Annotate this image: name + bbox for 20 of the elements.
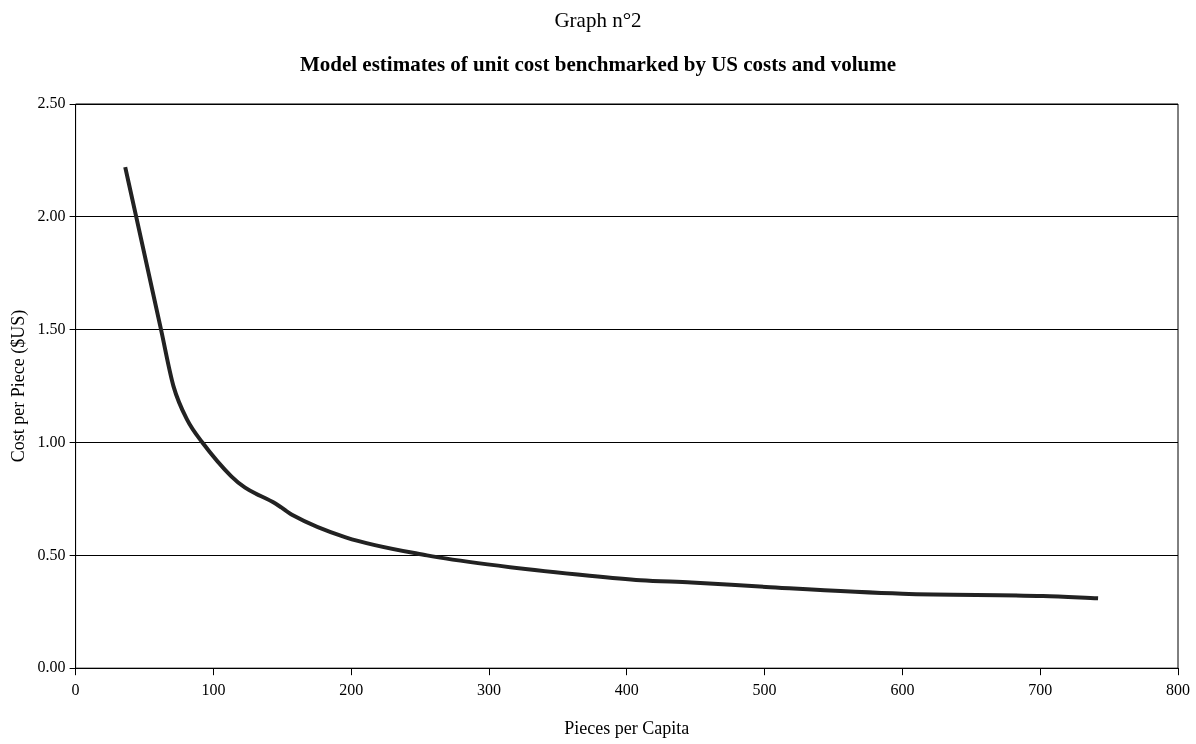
y-tick-label: 2.50 (37, 94, 66, 112)
chart-subtitle: Model estimates of unit cost benchmarked by US costs and volume (298, 52, 898, 77)
x-tick-label: 700 (1028, 681, 1053, 698)
line-series (123, 165, 1101, 601)
x-tick-label: 300 (477, 681, 501, 698)
chart-title: Graph n°2 (553, 8, 643, 33)
x-tick-label: 400 (614, 681, 639, 698)
y-axis-title: Cost per Piece ($US) (7, 309, 29, 463)
y-tick-label: 0.00 (37, 658, 66, 676)
x-axis-title: Pieces per Capita (564, 717, 690, 738)
y-tick-label: 1.00 (37, 432, 66, 450)
x-tick-label: 200 (339, 681, 364, 698)
x-tick-label: 0 (71, 681, 80, 698)
x-tick-label: 600 (890, 681, 915, 698)
x-tick-label: 100 (201, 681, 226, 698)
y-tick-label: 0.50 (37, 545, 66, 563)
x-tick-label: 800 (1166, 681, 1190, 698)
y-tick-label: 2.00 (37, 207, 66, 225)
x-tick-label: 500 (752, 681, 777, 698)
y-tick-label: 1.50 (37, 319, 66, 337)
